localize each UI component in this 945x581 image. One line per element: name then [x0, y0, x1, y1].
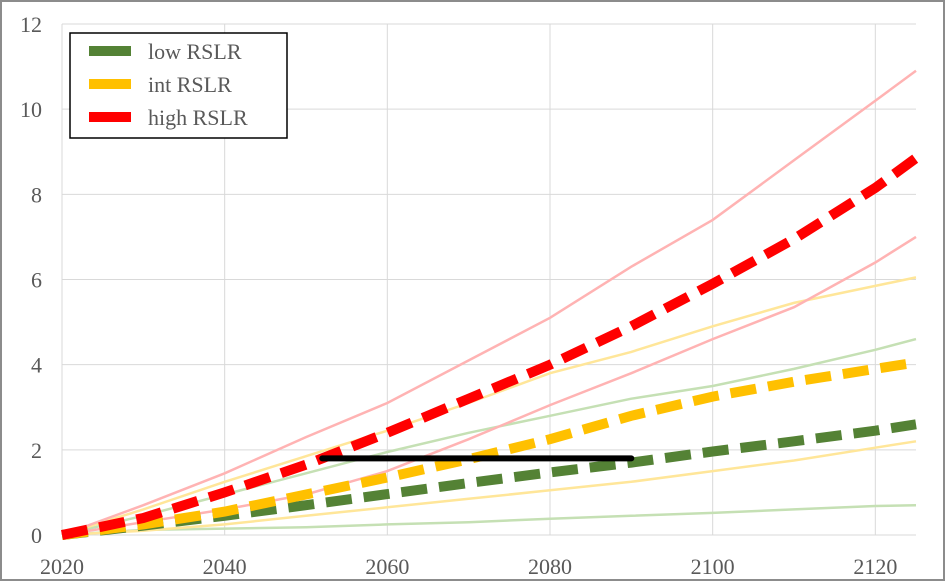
- x-tick-label: 2060: [365, 554, 409, 579]
- x-tick-label: 2020: [40, 554, 84, 579]
- series-line: [60, 154, 919, 540]
- y-tick-label: 10: [20, 97, 42, 122]
- y-tick-label: 8: [31, 182, 42, 207]
- x-tick-labels: 2020 2040 2060 2080 2100 2120: [40, 554, 897, 579]
- y-tick-label: 0: [31, 523, 42, 548]
- y-tick-label: 12: [20, 12, 42, 37]
- uncertainty-bands: [61, 69, 917, 537]
- x-tick-label: 2100: [691, 554, 735, 579]
- legend: low RSLR int RSLR high RSLR: [69, 32, 288, 139]
- y-tick-label: 4: [31, 353, 42, 378]
- x-tick-label: 2080: [528, 554, 572, 579]
- band-line: [61, 69, 917, 537]
- x-tick-label: 2040: [203, 554, 247, 579]
- band-line: [61, 440, 917, 537]
- legend-label: low RSLR: [148, 39, 242, 64]
- series-lines: [60, 154, 919, 540]
- x-tick-label: 2120: [853, 554, 897, 579]
- band-line: [61, 235, 917, 537]
- legend-label: high RSLR: [148, 105, 248, 130]
- y-tick-label: 6: [31, 268, 42, 293]
- y-tick-label: 2: [31, 438, 42, 463]
- band-line: [61, 503, 917, 537]
- series-line: [61, 357, 917, 540]
- legend-label: int RSLR: [148, 72, 232, 97]
- y-tick-labels: 0 2 4 6 8 10 12: [20, 12, 42, 548]
